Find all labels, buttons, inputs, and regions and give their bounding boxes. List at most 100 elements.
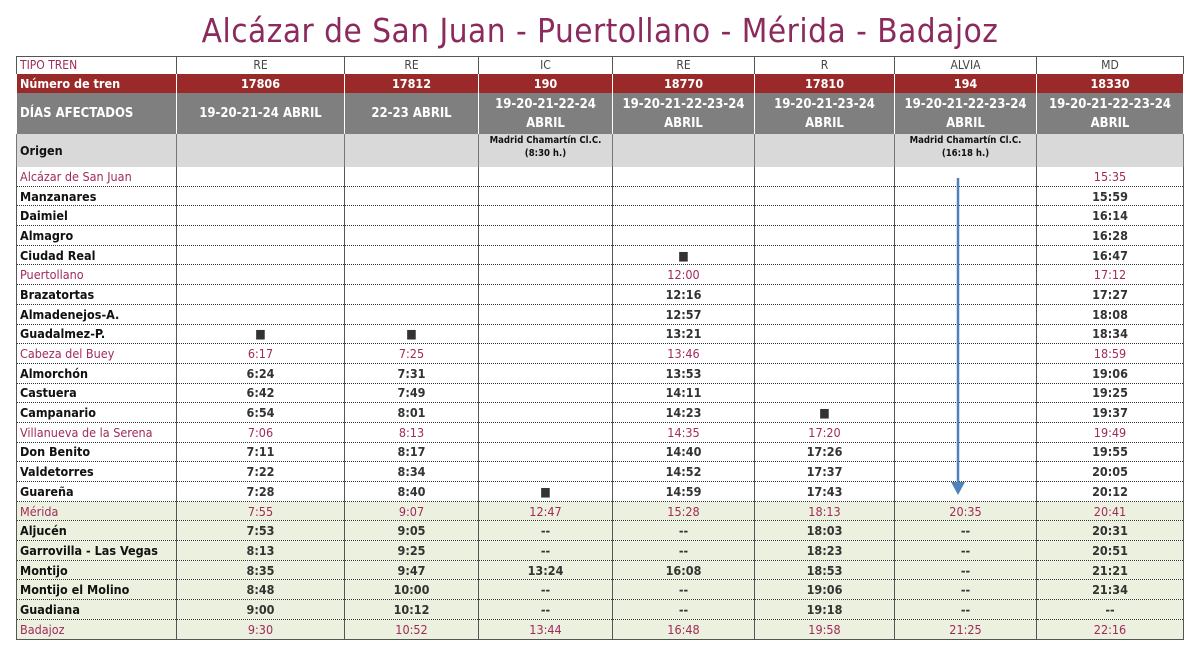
station-name: Alcázar de San Juan xyxy=(16,167,177,187)
header-cell xyxy=(754,134,895,167)
time-cell: 10:52 xyxy=(344,619,479,640)
time-cell: 8:17 xyxy=(344,442,479,463)
header-row: DÍAS AFECTADOS 19-20-21-24 ABRIL 22-23 ABR… xyxy=(16,93,1184,134)
time-cell: 18:03 xyxy=(754,520,895,542)
station-name: Almadenejos-A. xyxy=(16,304,177,325)
time-cell xyxy=(612,225,755,246)
time-cell: -- xyxy=(478,520,613,542)
time-cell: 17:20 xyxy=(754,422,895,443)
time-cell xyxy=(344,167,479,187)
time-cell: 7:49 xyxy=(344,383,479,404)
time-cell: 12:57 xyxy=(612,304,755,325)
time-cell: 17:12 xyxy=(1036,264,1184,286)
station-row: Guadiana 9:00 10:12 -- -- 19:18 -- -- xyxy=(16,599,1184,620)
time-cell: -- xyxy=(612,520,755,542)
time-cell xyxy=(344,245,479,266)
time-cell xyxy=(894,186,1037,207)
time-cell xyxy=(478,264,613,286)
time-cell: 14:59 xyxy=(612,481,755,502)
page-title: Alcázar de San Juan - Puertollano - Méri… xyxy=(201,11,999,50)
time-cell: -- xyxy=(478,540,613,561)
time-cell: -- xyxy=(894,579,1037,601)
time-cell: 7:53 xyxy=(176,520,345,542)
header-cell: 19-20-21-22-23-24 ABRIL xyxy=(612,93,755,134)
station-name: Mérida xyxy=(16,501,177,522)
time-cell: 20:31 xyxy=(1036,520,1184,542)
time-cell xyxy=(894,461,1037,482)
time-cell: 9:00 xyxy=(176,599,345,620)
station-name: Campanario xyxy=(16,402,177,423)
station-row: Guareña 7:28 8:40 ■ 14:59 17:43 20:12 xyxy=(16,481,1184,502)
time-cell xyxy=(478,461,613,482)
time-cell xyxy=(478,304,613,325)
time-cell: 14:35 xyxy=(612,422,755,443)
time-cell: 7:28 xyxy=(176,481,345,502)
time-cell: 6:54 xyxy=(176,402,345,423)
station-row: Almadenejos-A. 12:57 18:08 xyxy=(16,304,1184,325)
time-cell xyxy=(344,205,479,227)
time-cell: 8:48 xyxy=(176,579,345,601)
time-cell: 15:59 xyxy=(1036,186,1184,207)
time-cell: 13:24 xyxy=(478,560,613,581)
time-cell xyxy=(478,225,613,246)
station-row: Alcázar de San Juan 15:35 xyxy=(16,167,1184,187)
header-cell: 22-23 ABRIL xyxy=(344,93,479,134)
header-cell: 19-20-21-22-23-24 ABRIL xyxy=(894,93,1037,134)
time-cell: 17:26 xyxy=(754,442,895,463)
row-label: TIPO TREN xyxy=(16,56,177,74)
time-cell: 20:41 xyxy=(1036,501,1184,522)
time-cell: 19:18 xyxy=(754,599,895,620)
header-cell: RE xyxy=(176,56,345,74)
time-cell: 8:35 xyxy=(176,560,345,581)
header-cell: IC xyxy=(478,56,613,74)
time-cell xyxy=(754,264,895,286)
time-cell: 6:17 xyxy=(176,343,345,364)
time-cell xyxy=(894,167,1037,187)
time-cell: -- xyxy=(1036,599,1184,620)
time-cell: 18:13 xyxy=(754,501,895,522)
station-row: Manzanares 15:59 xyxy=(16,186,1184,207)
header-cell: RE xyxy=(612,56,755,74)
time-cell xyxy=(344,304,479,325)
header-row: Número de tren 17806 17812 190 18770 17810 194… xyxy=(16,74,1184,93)
station-name: Don Benito xyxy=(16,442,177,463)
time-cell xyxy=(478,442,613,463)
time-cell: 7:22 xyxy=(176,461,345,482)
header-cell: 18330 xyxy=(1036,74,1184,93)
time-cell: 9:25 xyxy=(344,540,479,561)
time-cell: 18:34 xyxy=(1036,324,1184,345)
time-cell xyxy=(478,383,613,404)
header-cell: 17806 xyxy=(176,74,345,93)
time-cell xyxy=(894,304,1037,325)
time-cell: ■ xyxy=(754,402,895,423)
time-cell: ■ xyxy=(344,324,479,345)
time-cell: 19:49 xyxy=(1036,422,1184,443)
time-cell xyxy=(754,383,895,404)
header-cell: R xyxy=(754,56,895,74)
time-cell xyxy=(344,264,479,286)
station-name: Brazatortas xyxy=(16,284,177,305)
time-cell: 18:53 xyxy=(754,560,895,581)
station-row: Badajoz 9:30 10:52 13:44 16:48 19:58 21:25 22:1… xyxy=(16,619,1184,640)
header-cell xyxy=(612,134,755,167)
time-cell: 9:47 xyxy=(344,560,479,581)
time-cell: 6:42 xyxy=(176,383,345,404)
time-cell: 16:14 xyxy=(1036,205,1184,227)
time-cell xyxy=(176,225,345,246)
station-name: Badajoz xyxy=(16,619,177,640)
time-cell xyxy=(478,205,613,227)
time-cell: 7:06 xyxy=(176,422,345,443)
time-cell xyxy=(754,304,895,325)
station-row: Almagro 16:28 xyxy=(16,225,1184,246)
time-cell xyxy=(754,324,895,345)
time-cell xyxy=(894,205,1037,227)
time-cell: 9:07 xyxy=(344,501,479,522)
time-cell xyxy=(176,205,345,227)
time-cell: 7:55 xyxy=(176,501,345,522)
time-cell: -- xyxy=(894,599,1037,620)
time-cell: 17:27 xyxy=(1036,284,1184,305)
header-cell: 17810 xyxy=(754,74,895,93)
station-row: Montijo el Molino 8:48 10:00 -- -- 19:06 -- 21:… xyxy=(16,579,1184,601)
time-cell: 10:12 xyxy=(344,599,479,620)
